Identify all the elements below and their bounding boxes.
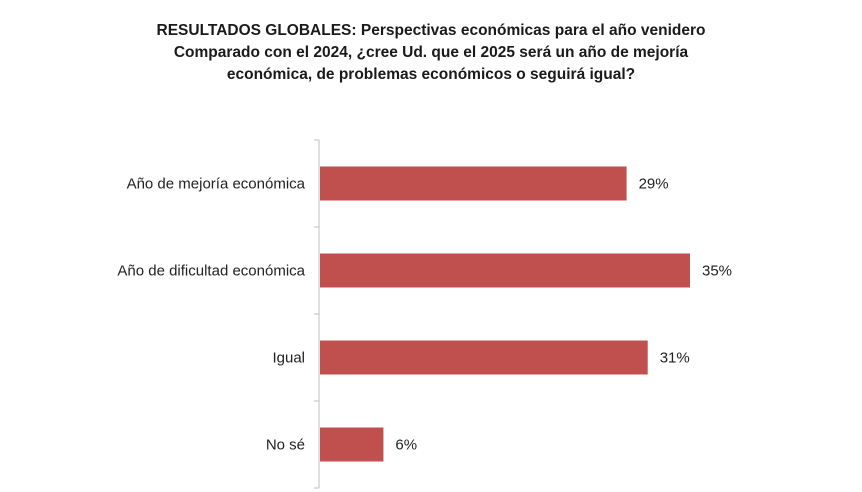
category-label: Igual — [272, 350, 305, 367]
category-label: Año de dificultad económica — [117, 263, 305, 280]
chart-title: RESULTADOS GLOBALES: Perspectivas económ… — [0, 20, 862, 86]
value-label: 31% — [660, 350, 690, 367]
bar — [320, 340, 648, 375]
chart-title-line-1: RESULTADOS GLOBALES: Perspectivas económ… — [156, 22, 706, 39]
chart-title-line-2: Comparado con el 2024, ¿cree Ud. que el … — [173, 44, 689, 61]
value-label: 6% — [395, 437, 417, 454]
category-label: No sé — [266, 437, 305, 454]
bar — [320, 166, 627, 201]
chart-title-line-3: económica, de problemas económicos o seg… — [226, 66, 636, 83]
bar — [320, 427, 384, 462]
value-label: 35% — [702, 263, 732, 280]
category-label: Año de mejoría económica — [127, 176, 306, 193]
bar — [320, 253, 690, 288]
value-label: 29% — [639, 176, 669, 193]
